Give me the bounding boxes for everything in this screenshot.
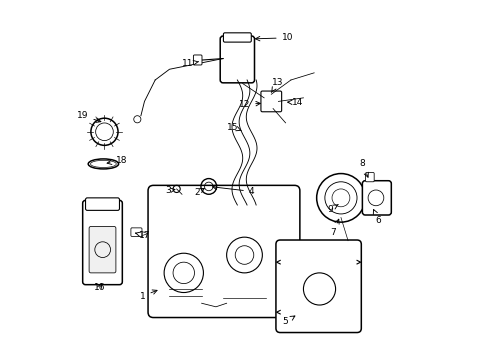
FancyBboxPatch shape [131,228,142,237]
Text: 2: 2 [194,188,204,197]
FancyBboxPatch shape [85,198,119,210]
Text: 13: 13 [271,78,283,93]
Text: 8: 8 [359,159,367,177]
Text: 10: 10 [255,33,292,42]
Text: 17: 17 [135,231,150,240]
Text: 6: 6 [372,210,381,225]
FancyBboxPatch shape [365,172,373,182]
Text: 14: 14 [287,98,303,107]
FancyBboxPatch shape [89,226,116,273]
FancyBboxPatch shape [261,91,281,112]
FancyBboxPatch shape [362,181,390,215]
FancyBboxPatch shape [223,33,251,42]
Text: 18: 18 [107,156,127,165]
Text: 4: 4 [212,185,254,196]
Text: 16: 16 [94,283,105,292]
FancyBboxPatch shape [148,185,299,318]
Text: 9: 9 [326,204,338,214]
Text: 1: 1 [140,290,157,301]
Text: 5: 5 [282,316,294,326]
Text: 11: 11 [181,59,198,68]
Text: 3: 3 [164,186,175,195]
FancyBboxPatch shape [193,55,202,65]
FancyBboxPatch shape [220,36,254,83]
Text: 15: 15 [226,123,241,132]
Text: 12: 12 [238,100,260,109]
Text: 7: 7 [329,219,338,237]
FancyBboxPatch shape [275,240,361,333]
FancyBboxPatch shape [82,201,122,285]
Text: 19: 19 [77,111,101,122]
